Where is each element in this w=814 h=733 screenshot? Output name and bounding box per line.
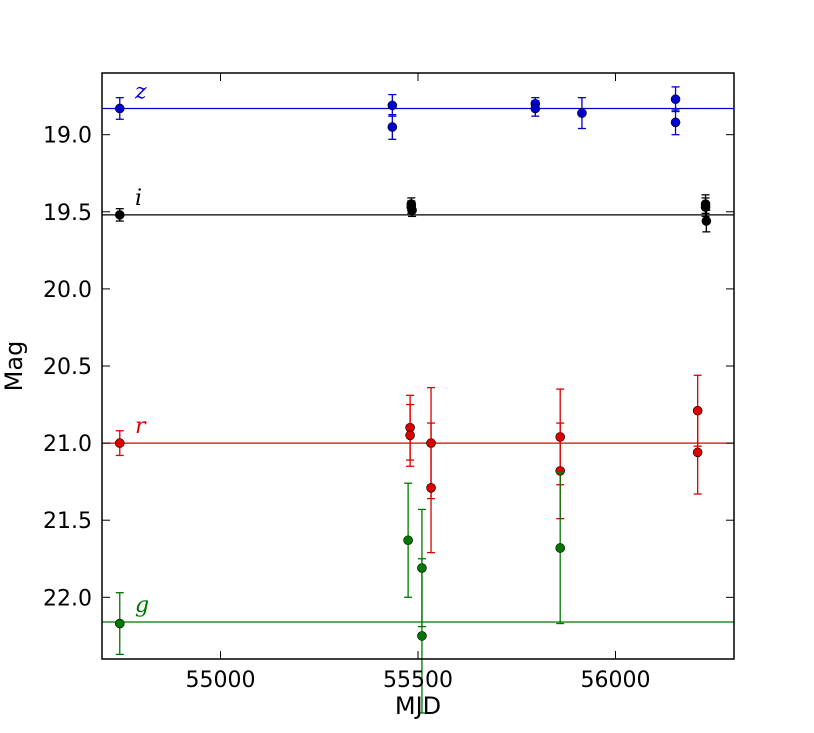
data-point — [426, 483, 436, 493]
data-point — [114, 103, 125, 114]
y-tick-label: 21.5 — [43, 509, 92, 534]
data-point — [387, 122, 398, 132]
y-tick-label: 20.0 — [43, 278, 92, 303]
x-tick-label: 55500 — [383, 668, 453, 693]
data-point — [700, 202, 711, 212]
y-tick-label: 20.5 — [43, 355, 92, 380]
y-tick-label: 21.0 — [43, 432, 92, 457]
data-point — [670, 94, 681, 105]
series-layer: z i r g — [102, 79, 734, 714]
plot-frame — [101, 72, 735, 660]
x-axis: 55000 55500 56000 — [186, 73, 651, 693]
data-point — [555, 543, 566, 553]
data-point — [407, 205, 417, 216]
series-label-r: r — [135, 414, 147, 439]
y-tick-label: 19.5 — [43, 201, 92, 226]
data-point — [577, 108, 587, 118]
data-point — [403, 535, 413, 546]
data-point — [701, 216, 712, 226]
data-point — [670, 117, 681, 128]
data-point — [387, 100, 398, 111]
series-g: g — [102, 471, 734, 714]
series-label-i: i — [135, 186, 142, 211]
x-tick-label: 55000 — [186, 668, 256, 693]
series-r: r — [102, 374, 734, 554]
data-point — [692, 447, 703, 458]
y-tick-label: 22.0 — [43, 586, 92, 611]
series-i: i — [102, 186, 734, 233]
x-tick-label: 56000 — [581, 668, 651, 693]
series-label-g: g — [135, 593, 149, 618]
data-point — [530, 103, 541, 114]
series-label-z: z — [134, 79, 147, 104]
data-point — [114, 438, 125, 448]
data-point — [405, 430, 415, 441]
y-tick-label: 19.0 — [43, 124, 92, 149]
data-point — [114, 618, 125, 629]
data-point — [114, 210, 125, 220]
series-z: z — [102, 79, 734, 140]
data-point — [417, 631, 427, 641]
y-axis: 19.0 19.5 20.0 20.5 21.0 21.5 22.0 — [43, 124, 734, 611]
x-axis-label: MJD — [395, 692, 441, 720]
y-axis-label: Mag — [0, 341, 28, 392]
